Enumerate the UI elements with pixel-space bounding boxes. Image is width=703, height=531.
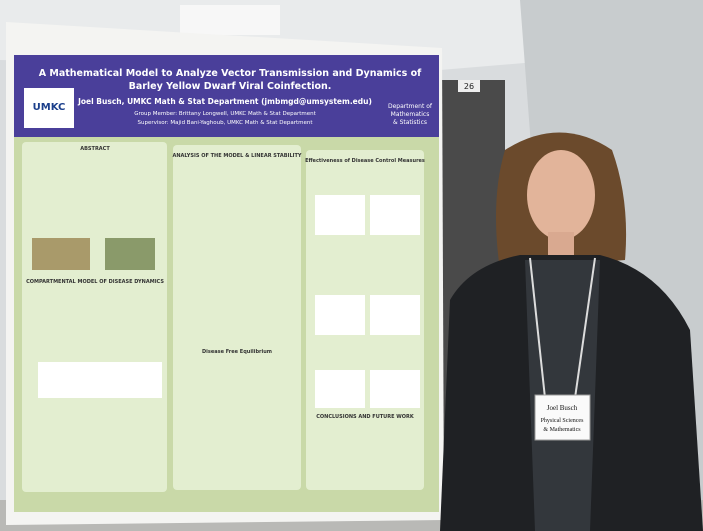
- section-heading: Effectiveness of Disease Control Measure…: [305, 158, 425, 164]
- logo: UMKC: [33, 102, 66, 113]
- plot: [315, 195, 365, 235]
- department: Mathematics: [391, 111, 430, 118]
- poster-title: Barley Yellow Dwarf Viral Coinfection.: [129, 81, 332, 92]
- name-tag-line: Physical Sciences: [541, 418, 584, 424]
- poster-title: A Mathematical Model to Analyze Vector T…: [39, 68, 422, 79]
- department: & Statistics: [393, 119, 427, 126]
- department: Department of: [388, 103, 433, 110]
- section-heading: ANALYSIS OF THE MODEL & LINEAR STABILITY: [172, 153, 301, 159]
- section-heading: ABSTRACT: [80, 146, 110, 152]
- diagram: [38, 362, 162, 398]
- plot: [315, 295, 365, 335]
- plot: [315, 370, 365, 408]
- section-heading: COMPARTMENTAL MODEL OF DISEASE DYNAMICS: [26, 279, 164, 285]
- poster-member: Group Member: Brittany Longwell, UMKC Ma…: [134, 111, 316, 117]
- photo: [32, 238, 90, 270]
- plot: [370, 370, 420, 408]
- column: [173, 145, 301, 490]
- face: [527, 150, 595, 240]
- plot: [370, 295, 420, 335]
- name-tag-name: Joel Busch: [547, 404, 578, 412]
- name-tag-line: & Mathematics: [543, 427, 581, 433]
- poster-supervisor: Supervisor: Majid Bani-Yaghoub, UMKC Mat…: [138, 120, 314, 126]
- section-heading: CONCLUSIONS AND FUTURE WORK: [316, 414, 415, 420]
- poster-author: Joel Busch, UMKC Math & Stat Department …: [77, 97, 372, 106]
- ceiling-light: [180, 5, 280, 35]
- room-sign: 26: [464, 82, 474, 91]
- scene: 26 UMKC A Mathematical Model to Analyze …: [0, 0, 703, 531]
- photo: [105, 238, 155, 270]
- column: [22, 142, 167, 492]
- plot: [370, 195, 420, 235]
- page: 26 UMKC A Mathematical Model to Analyze …: [0, 0, 703, 531]
- section-heading: Disease Free Equilibrium: [202, 349, 272, 355]
